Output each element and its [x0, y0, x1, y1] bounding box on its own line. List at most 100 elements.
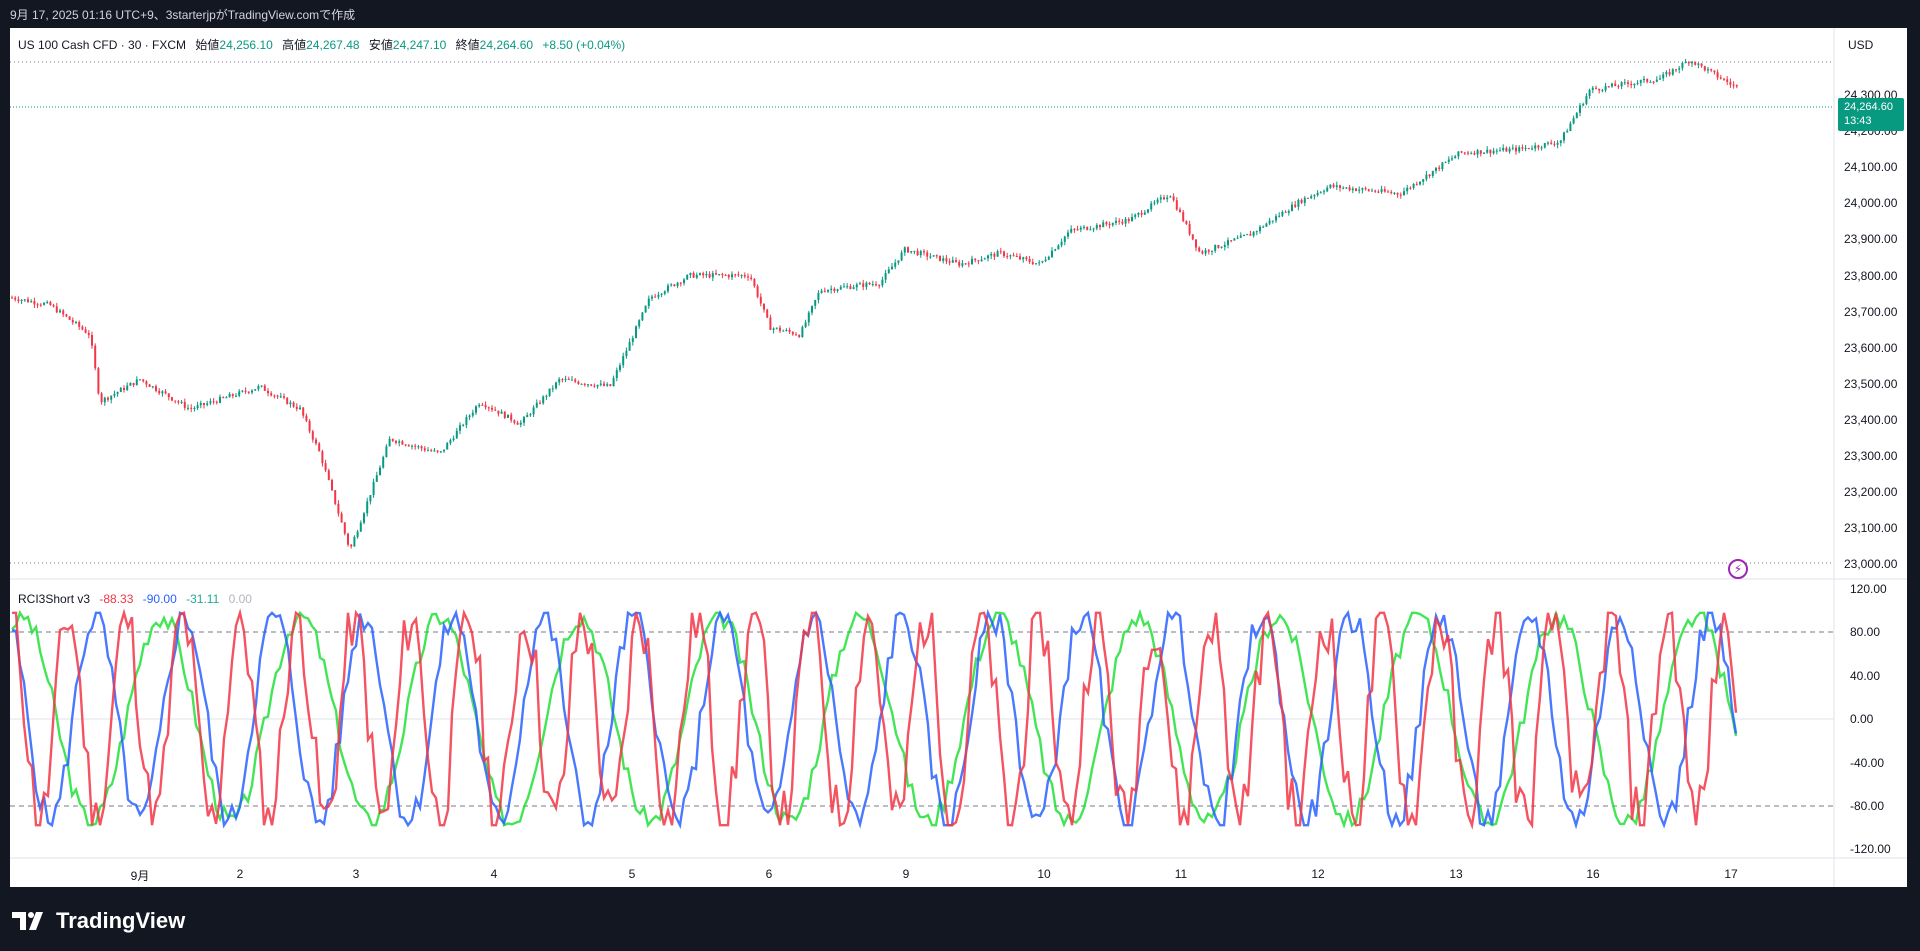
candle-body	[1204, 250, 1207, 254]
chart-area[interactable]	[10, 28, 1907, 887]
candle-body	[279, 396, 282, 398]
candle-body	[1156, 199, 1159, 203]
candle-body	[1403, 191, 1405, 196]
candle-body	[523, 417, 525, 423]
candle-body	[638, 320, 641, 327]
candle-body	[475, 406, 477, 413]
candle-body	[1070, 228, 1073, 233]
candle-body	[807, 312, 810, 323]
candle-body	[561, 379, 564, 381]
candle-body	[823, 290, 826, 292]
candle-body	[462, 424, 465, 426]
candle-body	[78, 322, 81, 327]
candle-body	[1550, 142, 1553, 144]
indicator-legend[interactable]: RCI3Short v3 -88.33 -90.00 -31.11 0.00	[18, 592, 252, 606]
candle-body	[756, 286, 759, 297]
candle-body	[1726, 79, 1729, 82]
candle-body	[705, 273, 708, 276]
candle-body	[52, 305, 55, 307]
candle-body	[1479, 150, 1482, 154]
lightning-icon[interactable]: ⚡	[1728, 559, 1748, 579]
candle-body	[1255, 231, 1258, 233]
candle-body	[993, 253, 996, 257]
candle-body	[1428, 174, 1431, 176]
candle-body	[139, 379, 141, 381]
candle-body	[593, 385, 596, 387]
candle-body	[142, 379, 145, 382]
candle-body	[1694, 61, 1697, 65]
candle-body	[1383, 189, 1386, 192]
candle-body	[1057, 245, 1060, 250]
candle-body	[1566, 130, 1569, 133]
candle-body	[43, 303, 45, 305]
candle-body	[814, 300, 817, 306]
candle-body	[459, 425, 461, 431]
candle-body	[1022, 257, 1025, 260]
candle-body	[1067, 232, 1069, 237]
candle-body	[375, 475, 378, 482]
candle-body	[1441, 162, 1444, 169]
candle-body	[1463, 152, 1466, 154]
candle-body	[1691, 61, 1693, 64]
rci-tick-label: -40.00	[1850, 755, 1885, 770]
candle-body	[961, 263, 964, 266]
candle-body	[1073, 228, 1076, 230]
candle-body	[11, 297, 13, 299]
candle-body	[30, 301, 33, 303]
symbol-name[interactable]: US 100 Cash CFD · 30 · FXCM	[18, 38, 187, 52]
candle-body	[1214, 245, 1217, 251]
indicator-name[interactable]: RCI3Short v3	[18, 592, 91, 606]
candle-body	[1611, 83, 1613, 87]
candle-body	[548, 388, 551, 396]
candle-body	[107, 397, 109, 400]
candle-body	[907, 247, 909, 253]
candle-body	[606, 384, 609, 386]
change-value: +8.50 (+0.04%)	[542, 38, 626, 52]
candle-body	[1172, 196, 1175, 201]
candle-body	[1515, 147, 1517, 152]
candle-body	[161, 391, 164, 394]
time-tick-label: 4	[490, 867, 498, 881]
tradingview-brand[interactable]: TradingView	[12, 908, 185, 934]
candle-body	[1246, 234, 1249, 236]
candle-body	[1137, 212, 1140, 215]
price-tick-label: 23,700.00	[1844, 304, 1898, 319]
candle-body	[743, 275, 746, 277]
currency-label[interactable]: USD	[1848, 38, 1874, 52]
candle-body	[420, 446, 423, 449]
price-tick-label: 23,500.00	[1844, 376, 1898, 391]
candle-body	[1092, 228, 1095, 230]
candle-body	[1390, 191, 1393, 194]
candle-body	[1399, 194, 1402, 196]
candle-body	[1131, 216, 1133, 222]
candle-body	[1316, 192, 1319, 196]
candle-body	[228, 394, 231, 398]
candle-body	[46, 302, 49, 304]
candle-body	[583, 383, 586, 385]
candle-body	[657, 294, 660, 297]
candle-body	[1220, 246, 1223, 248]
candle-body	[619, 365, 621, 371]
candle-body	[846, 286, 849, 288]
candle-body	[20, 299, 23, 302]
candle-body	[971, 258, 973, 265]
candle-body	[119, 387, 122, 392]
candle-body	[244, 390, 247, 392]
candle-body	[1332, 184, 1335, 187]
candle-body	[1614, 83, 1617, 87]
candle-body	[1681, 62, 1684, 69]
candle-body	[62, 310, 65, 315]
candle-body	[1732, 84, 1735, 86]
candle-body	[1553, 143, 1556, 145]
low-label: 安値	[368, 38, 393, 52]
candle-body	[1595, 87, 1597, 89]
price-tick-label: 23,900.00	[1844, 232, 1898, 247]
candle-body	[1518, 147, 1521, 152]
candle-body	[1121, 221, 1124, 224]
symbol-legend[interactable]: US 100 Cash CFD · 30 · FXCM 始値24,256.10 …	[18, 36, 625, 53]
candle-body	[391, 438, 394, 441]
candle-body	[171, 397, 173, 401]
candle-body	[635, 326, 637, 339]
candle-body	[1086, 226, 1089, 230]
